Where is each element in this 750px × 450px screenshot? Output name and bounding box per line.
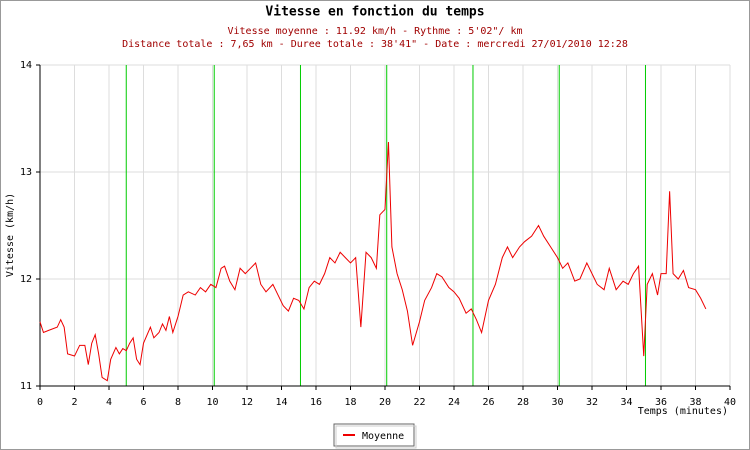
x-tick-label: 12 — [241, 397, 253, 408]
legend-label: Moyenne — [362, 431, 404, 442]
x-tick-label: 10 — [206, 397, 218, 408]
x-tick-label: 30 — [551, 397, 563, 408]
x-tick-label: 6 — [140, 397, 146, 408]
x-tick-label: 4 — [106, 397, 112, 408]
x-tick-label: 26 — [482, 397, 494, 408]
y-tick-label: 12 — [20, 274, 32, 285]
x-tick-label: 38 — [689, 397, 701, 408]
subtitle: Distance totale : 7,65 km - Duree totale… — [122, 39, 628, 50]
line — [39, 142, 707, 382]
x-tick-label: 0 — [37, 397, 43, 408]
subtitle: Vitesse moyenne : 11.92 km/h - Rythme : … — [227, 26, 522, 37]
legend — [333, 423, 415, 447]
x-tick-label: 2 — [71, 397, 77, 408]
x-axis-label: Temps (minutes) — [638, 406, 728, 417]
x-tick-label: 24 — [448, 397, 460, 408]
x-tick-label: 28 — [517, 397, 529, 408]
x-tick-label: 40 — [724, 397, 736, 408]
legend-shadow — [335, 425, 417, 449]
x-tick-label: 34 — [620, 397, 632, 408]
x-tick-label: 36 — [655, 397, 667, 408]
plot: 0 2 4 6 8 10 12 14 16 18 20 22 24 26 28 30 32 34 36 38 40111… — [20, 60, 736, 408]
y-tick-label: 13 — [20, 167, 32, 178]
y-tick-label: 14 — [20, 60, 32, 71]
x-tick-label: 16 — [310, 397, 322, 408]
chart-title: Vitesse en fonction du temps — [265, 5, 484, 20]
x-tick-label: 8 — [175, 397, 181, 408]
y-axis-label: Vitesse (km/h) — [5, 193, 16, 277]
y-tick-label: 11 — [20, 381, 32, 392]
x-tick-label: 18 — [344, 397, 356, 408]
x-tick-label: 22 — [413, 397, 425, 408]
x-tick-label: 20 — [379, 397, 391, 408]
x-tick-label: 14 — [275, 397, 287, 408]
x-tick-label: 32 — [586, 397, 598, 408]
